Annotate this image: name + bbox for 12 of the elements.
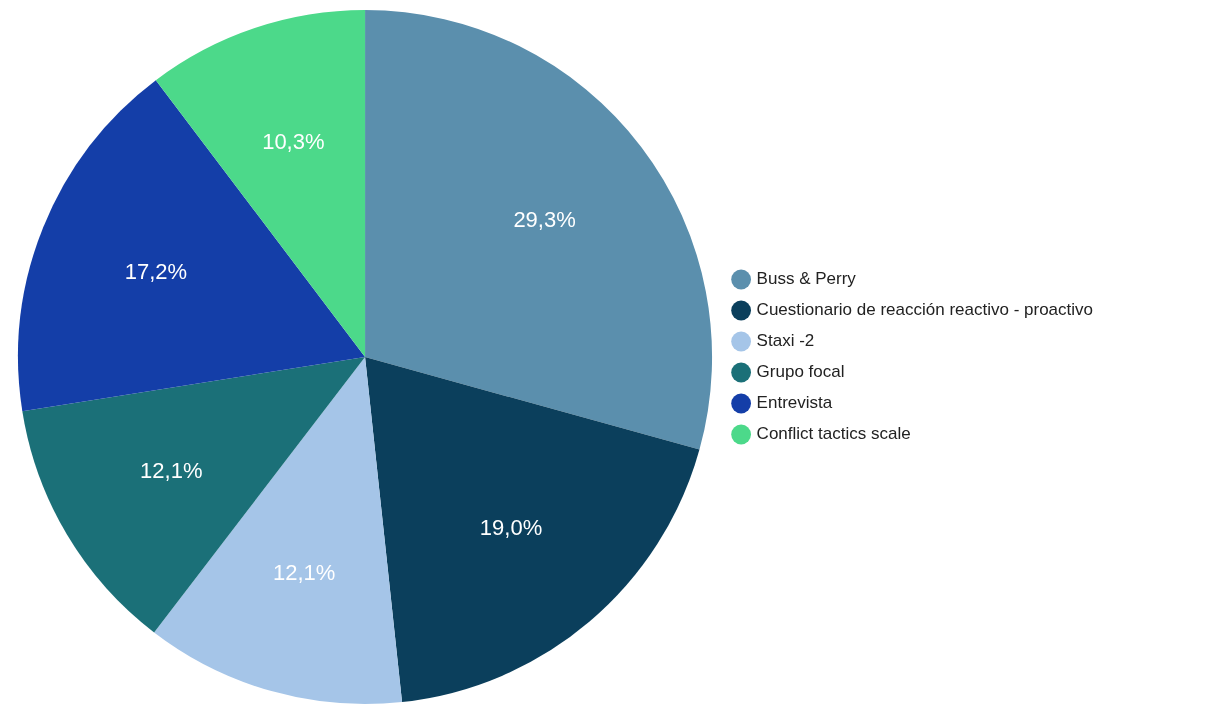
legend-label: Buss & Perry xyxy=(756,269,857,289)
data-label: 12,1% xyxy=(272,560,336,586)
data-label: 19,0% xyxy=(479,515,543,541)
legend-label: Entrevista xyxy=(756,393,833,413)
legend-label: Cuestionario de reacción reactivo - proactivo xyxy=(756,300,1093,320)
data-label: 29,3% xyxy=(513,206,576,232)
legend-label: Staxi -2 xyxy=(756,331,815,351)
data-label: 17,2% xyxy=(124,258,188,284)
data-label: 10,3% xyxy=(262,129,325,155)
legend-label: Grupo focal xyxy=(756,362,845,382)
legend-label: Conflict tactics scale xyxy=(756,424,911,444)
data-label: 12,1% xyxy=(140,458,203,484)
